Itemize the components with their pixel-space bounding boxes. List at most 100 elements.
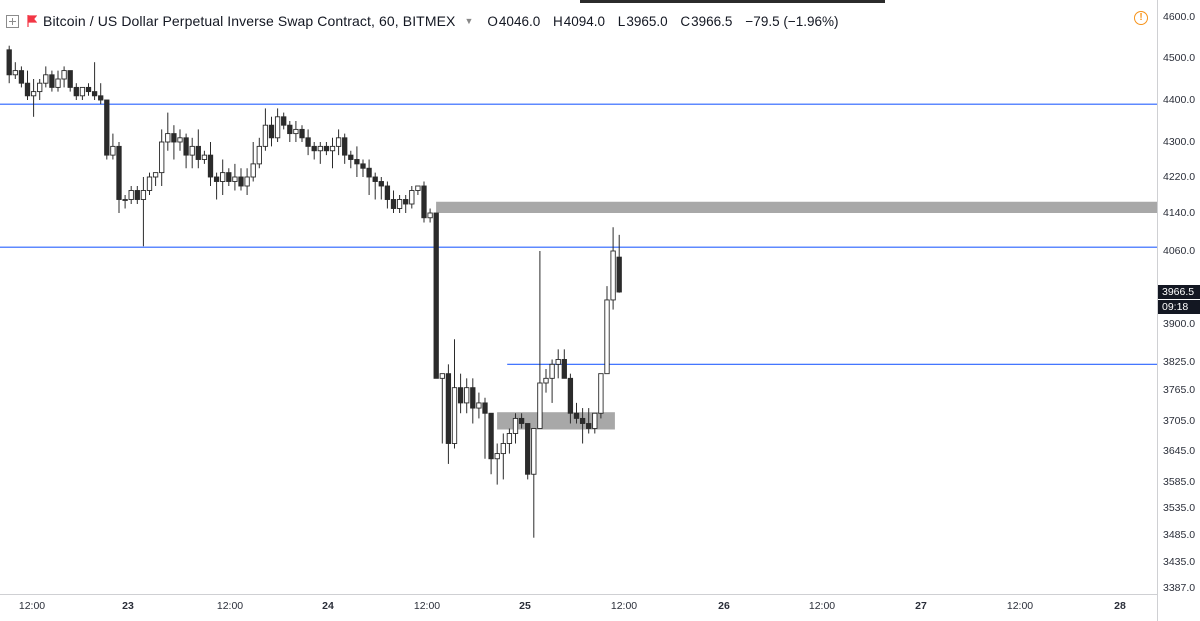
candle-down	[366, 167, 372, 178]
time-tick-label: 12:00	[18, 600, 46, 612]
price-tick-label: 3900.0	[1163, 318, 1196, 330]
price-tick-label: 4400.0	[1163, 94, 1196, 106]
candle-up	[464, 387, 470, 404]
candle-down	[573, 412, 580, 419]
price-tick-label: 3535.0	[1163, 502, 1196, 514]
price-tick-label: 4060.0	[1163, 245, 1196, 257]
time-tick-label: 12:00	[216, 600, 244, 612]
candle-down	[183, 137, 189, 156]
candle-up	[165, 133, 171, 143]
candle-up	[128, 190, 134, 200]
candle-up	[500, 443, 506, 455]
date-tick-label: 24	[322, 600, 334, 612]
candle-down	[67, 70, 73, 88]
countdown-badge: 09:18	[1158, 300, 1200, 314]
expand-icon[interactable]	[6, 14, 19, 28]
candle-up	[55, 78, 61, 88]
supply-demand-zone	[436, 201, 1157, 213]
date-tick-label: 26	[718, 600, 730, 612]
candle-up	[506, 433, 513, 444]
candle-down	[567, 377, 574, 414]
candle-up	[30, 91, 37, 97]
candle-up	[537, 382, 543, 429]
time-axis[interactable]	[0, 594, 1157, 621]
candle-up	[152, 172, 159, 178]
price-tick-label: 3435.0	[1163, 556, 1196, 568]
candle-down	[378, 181, 384, 187]
candle-down	[104, 99, 110, 156]
price-chart[interactable]	[0, 0, 1157, 594]
candle-down	[579, 417, 586, 424]
candle-up	[549, 363, 555, 379]
candle-up	[274, 116, 281, 139]
date-tick-label: 25	[519, 600, 531, 612]
low-label: L	[617, 13, 626, 29]
candle-up	[262, 124, 269, 147]
candle-up	[317, 145, 323, 152]
candle-up	[79, 86, 86, 97]
candle-down	[281, 116, 287, 126]
candle-down	[390, 199, 397, 209]
candle-down	[73, 86, 79, 97]
candle-up	[335, 137, 342, 147]
candle-up	[293, 128, 299, 135]
candle-up	[476, 402, 482, 409]
candle-down	[384, 185, 391, 200]
candle-up	[512, 417, 519, 434]
candle-up	[61, 70, 67, 80]
candle-down	[311, 145, 317, 152]
candle-up	[415, 185, 421, 191]
chevron-down-icon[interactable]: ▼	[464, 16, 474, 26]
window-top-edge	[580, 0, 885, 3]
current-price-badge: 3966.5	[1158, 285, 1200, 299]
candle-down	[586, 423, 592, 429]
candle-up	[220, 172, 226, 182]
candle-down	[470, 387, 476, 409]
candle-up	[531, 428, 537, 475]
candle-up	[37, 82, 43, 93]
price-tick-label: 4600.0	[1163, 11, 1196, 23]
candle-down	[457, 387, 464, 404]
candle-down	[98, 95, 104, 101]
candle-up	[396, 199, 403, 209]
candle-down	[195, 145, 201, 160]
candle-up	[12, 70, 18, 76]
candle-up	[110, 145, 116, 156]
candle-down	[116, 145, 122, 200]
candle-up	[250, 163, 256, 178]
candle-down	[403, 199, 409, 205]
low-value: 3965.0	[626, 13, 668, 29]
price-tick-label: 4300.0	[1163, 136, 1196, 148]
candle-up	[43, 74, 49, 84]
candle-down	[518, 417, 525, 424]
candle-up	[329, 145, 336, 152]
flag-icon[interactable]	[27, 15, 37, 27]
candle-down	[171, 133, 177, 143]
open-value: 4046.0	[498, 13, 541, 29]
candle-up	[232, 176, 238, 182]
candle-down	[561, 359, 567, 379]
symbol-title[interactable]: Bitcoin / US Dollar Perpetual Inverse Sw…	[43, 13, 456, 29]
candle-up	[427, 212, 433, 219]
candle-down	[342, 137, 348, 156]
time-tick-label: 12:00	[808, 600, 836, 612]
candle-down	[6, 49, 12, 76]
alert-icon[interactable]: !	[1134, 11, 1148, 25]
price-tick-label: 3705.0	[1163, 415, 1196, 427]
date-tick-label: 23	[122, 600, 134, 612]
chart-legend: Bitcoin / US Dollar Perpetual Inverse Sw…	[0, 8, 839, 34]
time-tick-label: 12:00	[610, 600, 638, 612]
candle-down	[85, 86, 92, 93]
candle-down	[238, 176, 244, 187]
price-tick-label: 3765.0	[1163, 384, 1196, 396]
candle-down	[348, 154, 354, 160]
candle-down	[268, 124, 275, 139]
price-tick-label: 3387.0	[1163, 582, 1196, 594]
candle-down	[488, 412, 494, 460]
price-tick-label: 3585.0	[1163, 476, 1196, 488]
candle-down	[49, 74, 55, 88]
candle-up	[610, 250, 616, 301]
candle-down	[445, 373, 452, 444]
price-tick-label: 3825.0	[1163, 356, 1196, 368]
candle-up	[189, 145, 195, 156]
